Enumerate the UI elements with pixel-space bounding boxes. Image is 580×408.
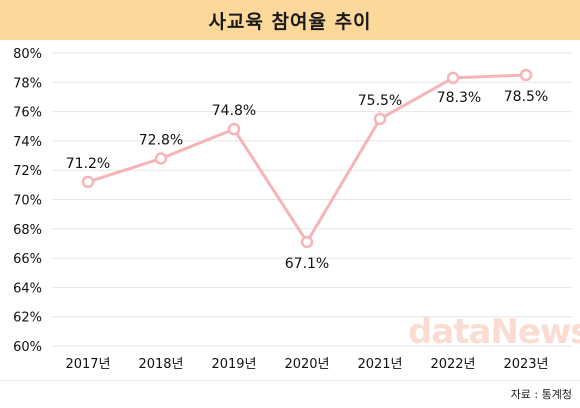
data-point — [446, 71, 460, 85]
data-label: 78.3% — [437, 90, 481, 106]
y-tick-label: 80% — [13, 47, 42, 62]
source-note: 자료 : 통계청 — [510, 388, 572, 401]
x-tick-label: 2017년 — [65, 357, 110, 372]
data-point — [81, 175, 95, 189]
data-point — [300, 235, 314, 249]
y-tick-label: 76% — [13, 106, 42, 121]
x-tick-label: 2019년 — [211, 357, 256, 372]
watermark-logo: dataNews — [408, 312, 580, 352]
y-tick-label: 60% — [13, 340, 42, 355]
x-tick-label: 2022년 — [430, 357, 475, 372]
chart-title-bar: 사교육 참여율 추이 — [0, 0, 580, 40]
y-tick-label: 70% — [13, 194, 42, 209]
chart-area: 60% 62% 64% 66% 68% 70% 72% 74% 76% 78% 80% 2017년 20… — [0, 40, 580, 381]
chart-title: 사교육 참여율 추이 — [208, 10, 372, 33]
y-tick-label: 66% — [13, 252, 42, 267]
line-chart: 60% 62% 64% 66% 68% 70% 72% 74% 76% 78% 80% 2017년 20… — [13, 47, 572, 372]
x-tick-label: 2020년 — [284, 357, 329, 372]
x-tick-label: 2023년 — [503, 357, 548, 372]
data-label: 67.1% — [285, 256, 329, 272]
y-tick-label: 72% — [13, 164, 42, 179]
data-point — [227, 122, 241, 136]
y-tick-label: 64% — [13, 281, 42, 296]
y-tick-label: 74% — [13, 135, 42, 150]
x-tick-label: 2018년 — [138, 357, 183, 372]
data-label: 72.8% — [139, 132, 183, 148]
y-tick-label: 78% — [13, 76, 42, 91]
y-tick-label: 62% — [13, 311, 42, 326]
y-tick-label: 68% — [13, 223, 42, 238]
data-point — [154, 152, 168, 165]
data-point — [519, 68, 533, 82]
data-label: 75.5% — [358, 93, 402, 109]
data-label: 71.2% — [66, 156, 110, 172]
data-point — [373, 112, 387, 126]
data-label: 74.8% — [212, 103, 256, 119]
x-tick-label: 2021년 — [357, 357, 402, 372]
data-label: 78.5% — [504, 89, 548, 105]
